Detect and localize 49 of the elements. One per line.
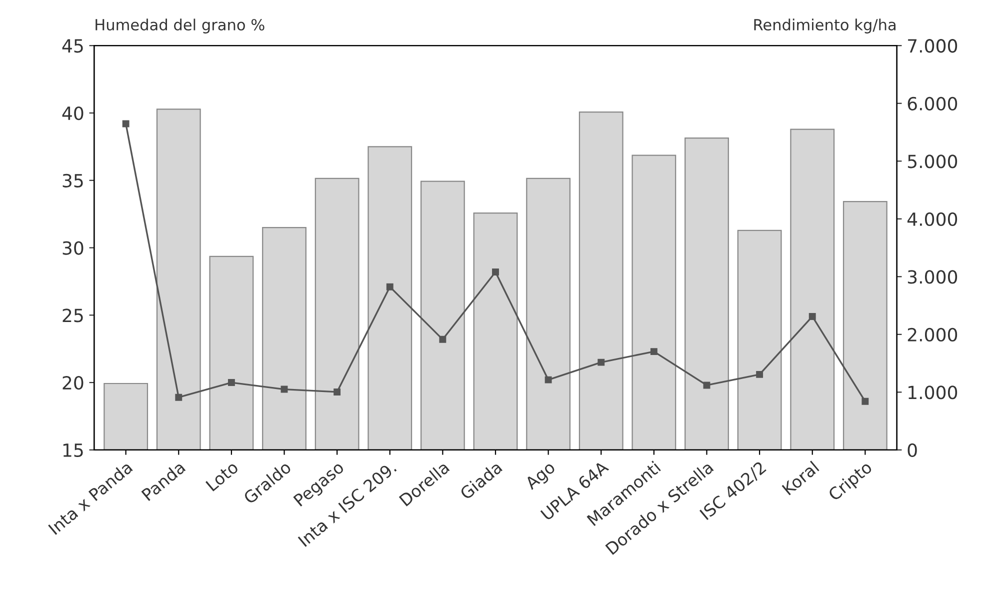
- point: [808, 313, 816, 320]
- point: [544, 376, 552, 384]
- bar: [314, 178, 360, 450]
- y2-tick-label: 2.000: [908, 328, 958, 342]
- y2-tick-label: 7.000: [908, 39, 958, 53]
- point: [492, 268, 499, 276]
- y-tick-label: 30: [62, 241, 84, 255]
- point: [703, 382, 710, 389]
- bar: [632, 154, 676, 450]
- y-tick-label: 20: [62, 376, 84, 390]
- bar: [209, 256, 254, 450]
- bar: [473, 212, 518, 450]
- bar: [368, 146, 412, 450]
- y-tick-label: 45: [62, 39, 83, 53]
- point: [280, 386, 288, 393]
- bar: [156, 108, 201, 450]
- y-tick-label: 40: [62, 106, 84, 120]
- y-axis-title: Humedad del grano %: [96, 18, 264, 34]
- bar: [526, 178, 571, 450]
- bar: [842, 200, 888, 450]
- point: [439, 336, 446, 343]
- y-tick-label: 35: [62, 174, 83, 188]
- y-tick-label: 25: [62, 308, 83, 322]
- point: [122, 120, 130, 128]
- bar: [790, 128, 835, 450]
- point: [862, 398, 869, 405]
- bar: [262, 226, 306, 450]
- point: [334, 388, 341, 396]
- bar: [578, 111, 624, 450]
- y2-tick-label: 3.000: [908, 270, 958, 284]
- x-tick-label: Ago: [524, 460, 558, 493]
- point: [228, 379, 235, 386]
- bar: [737, 230, 782, 450]
- point: [756, 370, 764, 378]
- point: [650, 348, 658, 356]
- y2-tick-label: 1.000: [908, 386, 958, 400]
- y2-tick-label: 5.000: [908, 154, 958, 168]
- y2-tick-label: 4.000: [907, 212, 958, 226]
- y2-tick-label: 6.000: [908, 96, 958, 110]
- y2-tick-label: 0: [908, 443, 917, 458]
- y2-axis-title: Rendimiento kg/ha: [754, 18, 896, 34]
- point: [175, 394, 182, 401]
- y-tick-label: 15: [63, 444, 83, 458]
- bar: [420, 180, 465, 450]
- point: [386, 283, 394, 290]
- x-tick-label: Loto: [206, 460, 240, 492]
- bar: [684, 137, 729, 450]
- bar: [104, 382, 148, 450]
- point: [598, 358, 605, 366]
